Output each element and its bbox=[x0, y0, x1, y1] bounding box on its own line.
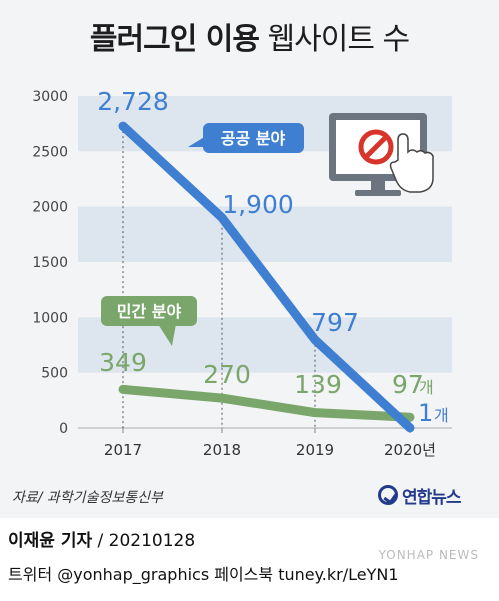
band-2000 bbox=[78, 206, 452, 262]
reporter-name: 이재윤 기자 bbox=[8, 531, 93, 551]
series-line-private bbox=[118, 384, 415, 422]
y-tick-label: 1000 bbox=[32, 310, 68, 326]
legend-callout-private: 민간 분야 bbox=[101, 296, 197, 346]
unit-label-public: 개 bbox=[434, 406, 449, 425]
y-tick-label: 1500 bbox=[32, 255, 68, 271]
logo-text: 연합뉴스 bbox=[402, 487, 462, 508]
callout-pointer-private bbox=[158, 324, 176, 346]
data-label-private: 349 bbox=[99, 348, 147, 377]
data-label-private: 270 bbox=[203, 360, 251, 389]
callout-box-public bbox=[203, 123, 304, 153]
callout-box-private bbox=[101, 296, 197, 326]
data-label-public: 1 bbox=[418, 399, 433, 427]
pointer-hand-icon bbox=[389, 133, 434, 193]
watermark: YONHAP NEWS bbox=[378, 548, 479, 562]
unit-label-private: 개 bbox=[419, 378, 434, 397]
x-tick-label: 2020년 bbox=[384, 441, 436, 459]
data-label-public: 1,900 bbox=[222, 190, 294, 219]
credit-date: / 20210128 bbox=[92, 531, 196, 551]
callout-label-public: 공공 분야 bbox=[221, 129, 286, 148]
data-label-public: 2,728 bbox=[97, 87, 169, 116]
no-sign-bar bbox=[364, 135, 388, 159]
monitor-neck bbox=[371, 181, 385, 191]
band-1000 bbox=[78, 317, 452, 373]
series-line-public bbox=[118, 121, 415, 433]
callout-pointer-public bbox=[188, 136, 210, 147]
chart-title: 플러그인 이용 웹사이트 수 bbox=[0, 14, 499, 58]
source-note: 자료/ 과학기술정보통신부 bbox=[12, 490, 163, 506]
x-tick-label: 2018 bbox=[203, 441, 241, 459]
credit-line: 이재윤 기자 / 20210128 bbox=[8, 526, 195, 551]
sns-line: 트위터 @yonhap_graphics 페이스북 tuney.kr/LeYN1 bbox=[8, 565, 399, 584]
x-tick-label: 2019 bbox=[296, 441, 334, 459]
line-chart: 0 500 1000 1500 2000 2500 3000 2017 2018 2019 2020… bbox=[32, 87, 452, 459]
callout-label-private: 민간 분야 bbox=[117, 302, 182, 321]
data-label-public: 797 bbox=[311, 308, 359, 337]
monitor-icon bbox=[329, 113, 434, 196]
yonhap-logo-icon bbox=[378, 485, 398, 505]
y-tick-label: 2500 bbox=[32, 144, 68, 160]
legend-callout-public: 공공 분야 bbox=[188, 123, 304, 153]
data-label-private: 139 bbox=[294, 370, 342, 399]
title-bold: 플러그인 이용 bbox=[89, 22, 260, 57]
y-tick-label: 3000 bbox=[32, 89, 68, 105]
title-light: 웹사이트 수 bbox=[267, 22, 411, 57]
no-sign-circle bbox=[358, 129, 394, 165]
data-label-private: 97 bbox=[392, 370, 424, 399]
x-tick-label: 2017 bbox=[104, 441, 142, 459]
y-tick-label: 500 bbox=[41, 366, 68, 382]
yonhap-logo: 연합뉴스 bbox=[378, 480, 462, 510]
monitor-stand bbox=[355, 190, 401, 196]
y-tick-label: 0 bbox=[59, 421, 68, 437]
y-tick-label: 2000 bbox=[32, 200, 68, 216]
